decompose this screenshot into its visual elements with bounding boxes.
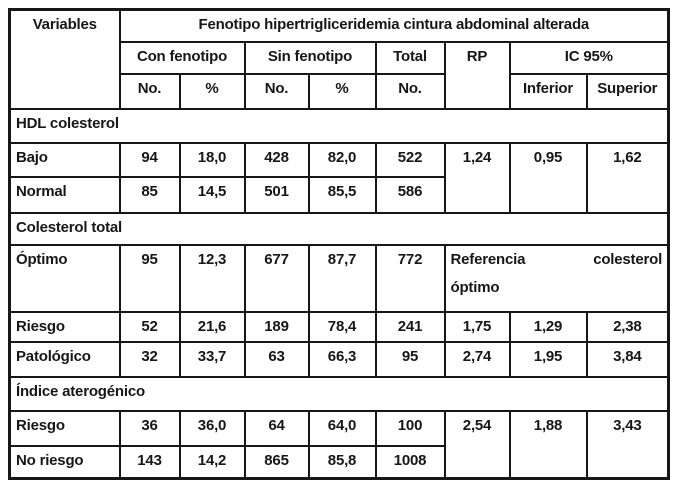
col-header-ic-superior: Superior: [585, 72, 670, 110]
col-header-total-no: No.: [374, 72, 446, 110]
cell-sin-no: 189: [243, 310, 310, 343]
cell-con-no: 36: [118, 409, 181, 447]
cell-con-pct: 14,5: [178, 175, 246, 214]
cell-rp-shared: 2,54: [443, 409, 511, 480]
row-label: Bajo: [8, 141, 121, 178]
cell-ic-superior-shared: 1,62: [585, 141, 670, 214]
col-group-con-fenotipo: Con fenotipo: [118, 40, 246, 75]
col-header-sin-pct: %: [307, 72, 377, 110]
cell-sin-no: 865: [243, 444, 310, 480]
header-row-2: Con fenotipo Sin fenotipo Total RP IC 95…: [10, 40, 670, 110]
section-title: Colesterol total: [8, 211, 670, 246]
cell-con-no: 32: [118, 340, 181, 378]
cell-sin-no: 63: [243, 340, 310, 378]
cell-con-pct: 14,2: [178, 444, 246, 480]
cell-rp: 2,74: [443, 340, 511, 378]
section-row-indice-aterogenico: Índice aterogénico: [8, 375, 670, 412]
cell-con-pct: 18,0: [178, 141, 246, 178]
cell-sin-pct: 64,0: [307, 409, 377, 447]
col-group-sin-fenotipo: Sin fenotipo: [243, 40, 377, 75]
data-row-riesgo-indice: Riesgo 36 36,0 64 64,0 100 2,54 1,88 3,4…: [8, 409, 670, 480]
section-row-hdl-colesterol: HDL colesterol: [8, 107, 670, 144]
cell-total-no: 241: [374, 310, 446, 343]
reference-note-word1: Referencia: [450, 250, 526, 268]
col-header-variables: Variables: [8, 8, 121, 110]
data-row-no-riesgo: No riesgo 143 14,2 865 85,8 1008: [8, 444, 669, 480]
cell-con-no: 52: [118, 310, 181, 343]
data-row-patologico: Patológico 32 33,7 63 66,3 95 2,74 1,95 …: [8, 340, 670, 378]
results-table: Variables Fenotipo hipertrigliceridemia …: [8, 8, 671, 480]
cell-total-no: 95: [374, 340, 446, 378]
cell-con-no: 95: [118, 243, 181, 313]
data-row-normal: Normal 85 14,5 501 85,5 586: [8, 175, 669, 214]
col-group-total: Total: [374, 40, 446, 75]
table-main-header: Fenotipo hipertrigliceridemia cintura ab…: [118, 8, 670, 43]
section-title: Índice aterogénico: [8, 375, 670, 412]
cell-con-no: 85: [118, 175, 181, 214]
cell-total-no: 772: [374, 243, 446, 313]
cell-sin-no: 428: [243, 141, 310, 178]
row-label: Patológico: [8, 340, 121, 378]
section-title: HDL colesterol: [8, 107, 670, 144]
cell-sin-pct: 82,0: [307, 141, 377, 178]
cell-sin-pct: 66,3: [307, 340, 377, 378]
cell-con-pct: 12,3: [178, 243, 246, 313]
cell-sin-pct: 78,4: [307, 310, 377, 343]
row-label: Riesgo: [8, 310, 121, 343]
cell-sin-no: 501: [243, 175, 310, 214]
col-header-ic-inferior: Inferior: [508, 72, 588, 110]
cell-ic-inferior: 1,29: [508, 310, 588, 343]
cell-con-pct: 21,6: [178, 310, 246, 343]
row-label: Riesgo: [8, 409, 121, 447]
cell-sin-pct: 85,5: [307, 175, 377, 214]
cell-reference-note: Referencia colesterol óptimo: [443, 243, 670, 313]
cell-con-no: 94: [118, 141, 181, 178]
cell-ic-superior: 3,84: [585, 340, 670, 378]
cell-ic-inferior: 1,95: [508, 340, 588, 378]
col-header-con-pct: %: [178, 72, 246, 110]
data-row-optimo: Óptimo 95 12,3 677 87,7 772 Referencia c…: [8, 243, 670, 313]
reference-note-word2: colesterol: [593, 250, 663, 268]
cell-con-pct: 36,0: [178, 409, 246, 447]
col-header-rp: RP: [443, 40, 511, 110]
row-label: No riesgo: [8, 444, 121, 480]
cell-con-pct: 33,7: [178, 340, 246, 378]
cell-total-no: 522: [374, 141, 446, 178]
cell-sin-pct: 85,8: [307, 444, 377, 480]
cell-total-no: 586: [374, 175, 446, 214]
cell-ic-inferior-shared: 0,95: [508, 141, 588, 214]
section-row-colesterol-total: Colesterol total: [8, 211, 670, 246]
cell-ic-superior-shared: 3,43: [585, 409, 670, 480]
cell-ic-inferior-shared: 1,88: [508, 409, 588, 480]
header-row-3: No. % No. % No. Inferior Superior: [10, 72, 670, 110]
col-group-ic95: IC 95%: [508, 40, 670, 75]
data-row-bajo: Bajo 94 18,0 428 82,0 522 1,24 0,95 1,62: [8, 141, 670, 214]
row-label: Óptimo: [8, 243, 121, 313]
cell-total-no: 1008: [374, 444, 446, 480]
cell-sin-no: 64: [243, 409, 310, 447]
cell-sin-pct: 87,7: [307, 243, 377, 313]
cell-rp: 1,75: [443, 310, 511, 343]
cell-rp-shared: 1,24: [443, 141, 511, 214]
row-label: Normal: [8, 175, 121, 214]
reference-note-line1: Referencia colesterol: [451, 250, 663, 270]
header-row-1: Variables Fenotipo hipertrigliceridemia …: [8, 8, 670, 110]
reference-note-line2: óptimo: [450, 278, 500, 296]
cell-con-no: 143: [118, 444, 181, 480]
data-row-riesgo-colesterol: Riesgo 52 21,6 189 78,4 241 1,75 1,29 2,…: [8, 310, 670, 343]
col-header-sin-no: No.: [243, 72, 310, 110]
cell-sin-no: 677: [243, 243, 310, 313]
cell-total-no: 100: [374, 409, 446, 447]
col-header-con-no: No.: [118, 72, 181, 110]
cell-ic-superior: 2,38: [585, 310, 670, 343]
